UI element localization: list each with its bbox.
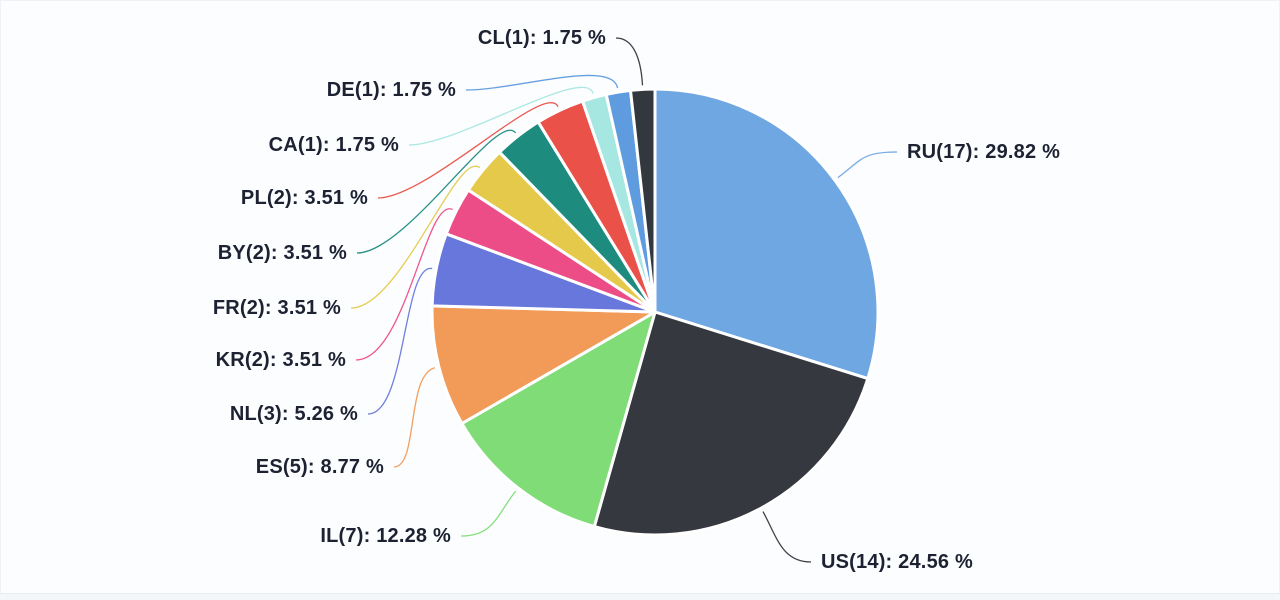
page-bottom-edge	[0, 593, 1280, 600]
slice-label-ru: RU(17): 29.82 %	[907, 141, 1060, 163]
label-line-pl	[377, 102, 559, 199]
slice-label-ca: CA(1): 1.75 %	[269, 134, 399, 156]
pie-slice-us[interactable]	[592, 310, 870, 537]
label-line-ca	[408, 86, 594, 146]
slice-label-es: ES(5): 8.77 %	[256, 456, 384, 478]
label-line-by	[356, 129, 517, 254]
pie-slice-ru[interactable]	[653, 87, 880, 381]
label-line-us	[762, 511, 812, 563]
slice-label-de: DE(1): 1.75 %	[327, 79, 456, 101]
slice-label-nl: NL(3): 5.26 %	[230, 403, 358, 425]
slice-label-cl: CL(1): 1.75 %	[478, 27, 606, 49]
slice-label-kr: KR(2): 3.51 %	[216, 349, 346, 371]
label-line-nl	[367, 267, 433, 415]
label-line-cl	[615, 37, 644, 86]
slice-label-fr: FR(2): 3.51 %	[213, 297, 341, 319]
slice-label-us: US(14): 24.56 %	[821, 551, 973, 573]
slice-label-pl: PL(2): 3.51 %	[241, 187, 368, 209]
label-line-fr	[350, 165, 481, 309]
label-line-il	[460, 490, 517, 537]
pie-slice-il[interactable]	[460, 310, 657, 529]
slice-label-by: BY(2): 3.51 %	[218, 242, 347, 264]
label-line-kr	[355, 208, 453, 361]
label-line-de	[465, 74, 619, 91]
pie-slice-cl[interactable]	[629, 87, 657, 314]
label-line-ru	[837, 151, 898, 179]
label-line-es	[393, 367, 436, 468]
slice-label-il: IL(7): 12.28 %	[320, 525, 451, 547]
pie-slice-es[interactable]	[430, 304, 657, 425]
